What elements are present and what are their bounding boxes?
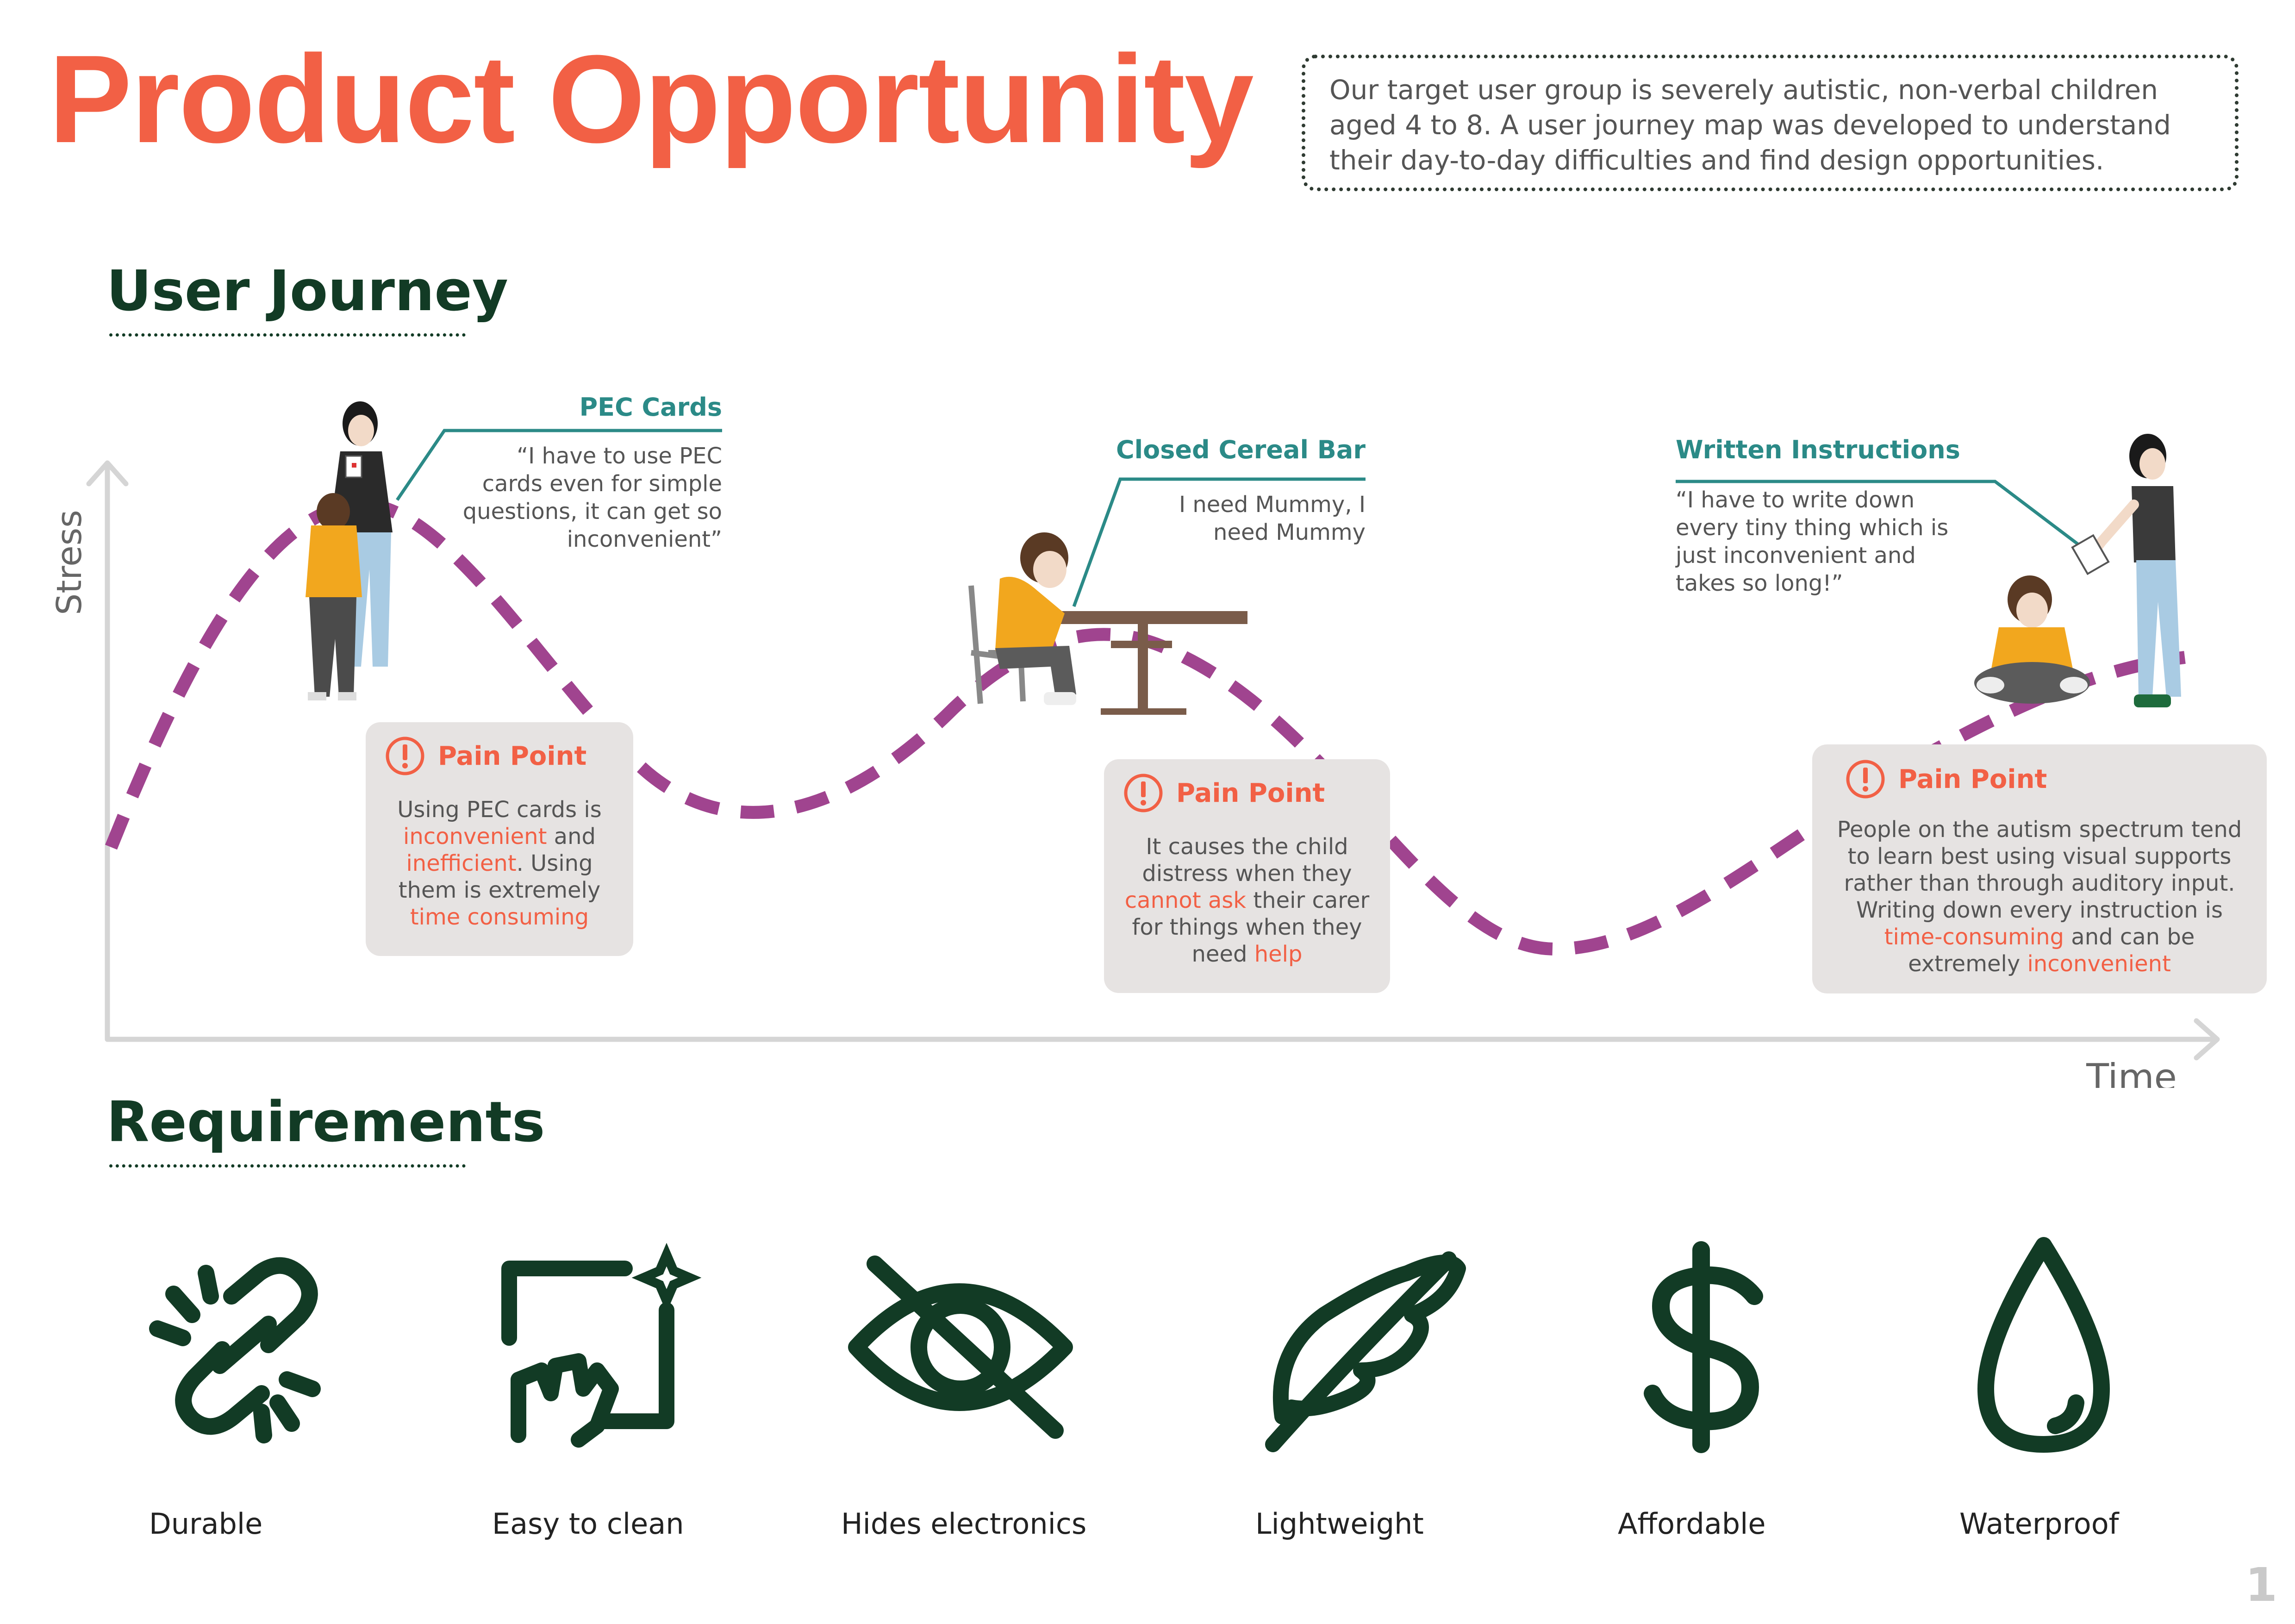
cereal-bar-quote: I need Mummy, I need Mummy bbox=[1179, 492, 1366, 545]
requirement-hides-electronics-label: Hides electronics bbox=[841, 1507, 1087, 1541]
eye-slash-icon bbox=[848, 1255, 1073, 1439]
carer-with-note-illustration bbox=[2071, 434, 2181, 707]
x-axis-arrow bbox=[2194, 1018, 2220, 1061]
intro-text: Our target user group is severely autist… bbox=[1302, 55, 2239, 191]
pain-point-text: It causes the child distress when they c… bbox=[1124, 834, 1370, 967]
chart-axes bbox=[86, 460, 2220, 1061]
pain-point-title: Pain Point bbox=[1898, 764, 2047, 794]
callout-lines bbox=[396, 429, 2091, 607]
user-journey-chart: Stress Time bbox=[50, 401, 2220, 1088]
requirements-heading: Requirements bbox=[106, 1090, 545, 1155]
page-title: Product Opportunity bbox=[49, 30, 1254, 169]
user-journey-underline bbox=[109, 333, 466, 337]
pec-cards-title: PEC Cards bbox=[579, 393, 722, 422]
pec-cards-quote: “I have to use PEC cards even for simple… bbox=[462, 443, 722, 552]
pain-point-card-instructions: Pain Point People on the autism spectrum… bbox=[1812, 744, 2267, 993]
wipe-surface-icon bbox=[501, 1243, 702, 1448]
page-number: 1 bbox=[2245, 1558, 2277, 1612]
requirement-lightweight-label: Lightweight bbox=[1255, 1507, 1424, 1541]
written-instructions-title: Written Instructions bbox=[1676, 435, 1960, 464]
dollar-icon bbox=[1644, 1241, 1763, 1453]
pain-point-card-pec: Pain Point Using PEC cards is inconvenie… bbox=[366, 722, 633, 956]
alert-icon bbox=[1846, 760, 1885, 799]
written-instructions-quote: “I have to write down every tiny thing w… bbox=[1676, 487, 1949, 596]
pain-point-text: Using PEC cards is inconvenient and inef… bbox=[397, 797, 602, 930]
pain-point-title: Pain Point bbox=[1176, 778, 1325, 808]
alert-icon bbox=[1124, 774, 1163, 812]
pain-point-text: People on the autism spectrum tend to le… bbox=[1837, 817, 2242, 977]
pain-point-card-cereal: Pain Point It causes the child distress … bbox=[1104, 759, 1390, 993]
cereal-bar-title: Closed Cereal Bar bbox=[1116, 435, 1366, 464]
requirement-affordable-label: Affordable bbox=[1618, 1507, 1766, 1541]
seated-child-illustration bbox=[1974, 575, 2090, 704]
x-axis-label: Time bbox=[2086, 1056, 2177, 1088]
alert-icon bbox=[386, 737, 424, 775]
requirement-waterproof-label: Waterproof bbox=[1959, 1507, 2119, 1541]
user-journey-heading: User Journey bbox=[106, 259, 508, 324]
child-with-carer-illustration bbox=[306, 493, 362, 700]
pain-point-title: Pain Point bbox=[438, 741, 587, 771]
requirements-underline bbox=[109, 1164, 466, 1168]
pec-cards-leader bbox=[396, 429, 722, 501]
written-instructions-leader bbox=[1676, 480, 2091, 555]
y-axis-arrow bbox=[86, 460, 129, 487]
requirement-easy-to-clean-label: Easy to clean bbox=[492, 1507, 684, 1541]
requirement-durable-label: Durable bbox=[149, 1507, 263, 1541]
water-drop-icon bbox=[1977, 1237, 2110, 1453]
cereal-bar-leader bbox=[1072, 477, 1366, 607]
child-at-table-illustration bbox=[968, 532, 1247, 715]
broken-link-icon bbox=[149, 1257, 321, 1443]
feather-icon bbox=[1265, 1251, 1466, 1452]
y-axis-label: Stress bbox=[50, 510, 89, 615]
